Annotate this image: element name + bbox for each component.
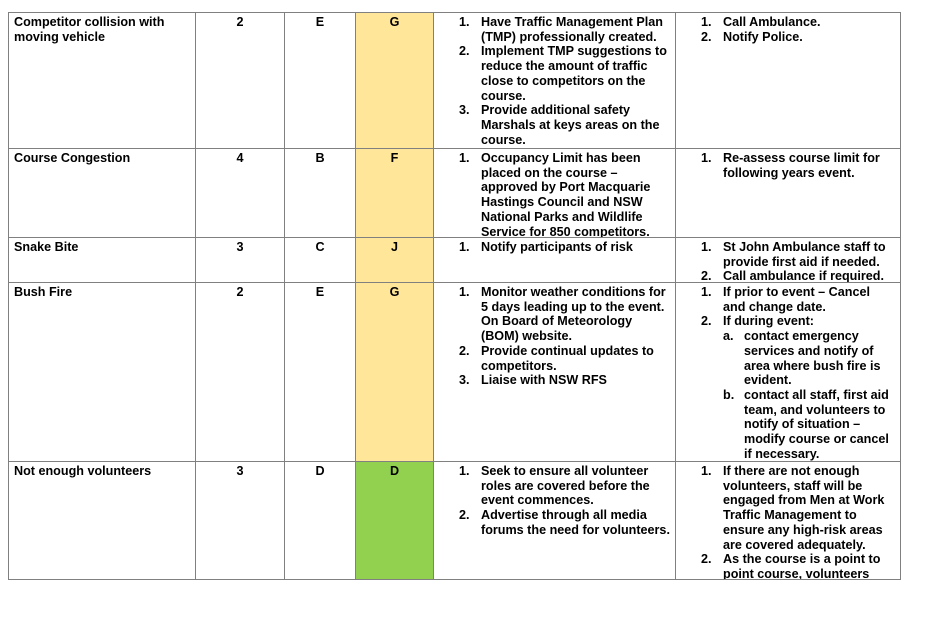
risk-rating-cell: D bbox=[355, 461, 434, 580]
list-item: 2. Advertise through all media forums the… bbox=[439, 508, 670, 537]
likelihood-cell: 3 bbox=[195, 461, 285, 580]
list-item: 1. Monitor weather conditions for 5 days … bbox=[439, 285, 670, 344]
list-text: contact emergency services and notify of… bbox=[744, 329, 881, 388]
list-item: 1. Occupancy Limit has been placed on the… bbox=[439, 151, 670, 237]
list-text: Notify Police. bbox=[723, 29, 803, 44]
controls-cell: 1. Have Traffic Management Plan (TMP) pro… bbox=[433, 12, 676, 149]
hazard-cell: Bush Fire bbox=[8, 282, 196, 462]
risk-rating-cell: G bbox=[355, 12, 434, 149]
list-number: 2. bbox=[459, 343, 470, 358]
list-number: 2. bbox=[701, 314, 712, 329]
list-text: Re-assess course limit for following yea… bbox=[723, 151, 880, 180]
list-text: Have Traffic Management Plan (TMP) profe… bbox=[481, 15, 663, 44]
controls-cell: 1. Occupancy Limit has been placed on the… bbox=[433, 148, 676, 238]
risk-rating-cell: G bbox=[355, 282, 434, 462]
list-text: Implement TMP suggestions to reduce the … bbox=[481, 44, 667, 103]
list-text: Call ambulance if required. bbox=[723, 269, 884, 282]
list-text: Provide continual updates to competitors… bbox=[481, 343, 654, 373]
list-item: 1. Notify participants of risk bbox=[439, 240, 670, 255]
risk-rating-cell: F bbox=[355, 148, 434, 238]
list-number: 1. bbox=[701, 285, 712, 299]
response-cell: 1. If there are not enough volunteers, st… bbox=[675, 461, 901, 580]
list-text: Occupancy Limit has been placed on the c… bbox=[481, 151, 651, 237]
table-row: Bush Fire 2 E G 1. Monitor weather conditions… bbox=[8, 282, 901, 462]
list-text: Advertise through all media forums the n… bbox=[481, 508, 670, 537]
list-item: 1. Call Ambulance. bbox=[681, 15, 895, 30]
consequence-cell: D bbox=[284, 461, 356, 580]
list-number: 1. bbox=[701, 15, 712, 29]
likelihood-cell: 3 bbox=[195, 237, 285, 283]
table-row: Not enough volunteers 3 D D 1. Seek to ensure… bbox=[8, 461, 901, 580]
list-number: 1. bbox=[459, 464, 470, 478]
list-text: Notify participants of risk bbox=[481, 240, 633, 254]
list-text: Liaise with NSW RFS bbox=[481, 373, 607, 388]
list-text: If there are not enough volunteers, staf… bbox=[723, 464, 885, 552]
controls-cell: 1. Notify participants of risk bbox=[433, 237, 676, 283]
table-row: Snake Bite 3 C J 1. Notify participants of ri… bbox=[8, 237, 901, 283]
list-item: 2. Notify Police. bbox=[681, 30, 895, 45]
list-number: 2. bbox=[701, 269, 712, 282]
list-item: 1. Seek to ensure all volunteer roles are… bbox=[439, 464, 670, 508]
hazard-cell: Snake Bite bbox=[8, 237, 196, 283]
list-item: 2. Provide continual updates to competito… bbox=[439, 344, 670, 373]
list-number: 2. bbox=[701, 29, 712, 44]
list-item: 1. Have Traffic Management Plan (TMP) pro… bbox=[439, 15, 670, 44]
hazard-cell: Course Congestion bbox=[8, 148, 196, 238]
list-number: 1. bbox=[701, 464, 712, 478]
list-text: As the course is a point to point course… bbox=[723, 552, 881, 579]
list-item: 1. St John Ambulance staff to provide fir… bbox=[681, 240, 895, 269]
list-text: If during event: bbox=[723, 314, 814, 329]
list-number: 1. bbox=[459, 285, 470, 299]
consequence-cell: C bbox=[284, 237, 356, 283]
response-cell: 1. If prior to event – Cancel and change … bbox=[675, 282, 901, 462]
list-number: 1. bbox=[459, 151, 470, 165]
sub-list-item: b. contact all staff, first aid team, and… bbox=[681, 388, 895, 461]
list-number: 3. bbox=[459, 373, 470, 388]
list-number: 1. bbox=[459, 240, 470, 254]
list-letter: b. bbox=[723, 387, 735, 402]
likelihood-cell: 2 bbox=[195, 12, 285, 149]
table-row: Competitor collision with moving vehicle… bbox=[8, 12, 901, 149]
list-text: Call Ambulance. bbox=[723, 15, 821, 29]
response-cell: 1. Call Ambulance. 2. Notify Police. bbox=[675, 12, 901, 149]
likelihood-cell: 2 bbox=[195, 282, 285, 462]
consequence-cell: E bbox=[284, 12, 356, 149]
list-text: If prior to event – Cancel and change da… bbox=[723, 285, 870, 314]
list-text: contact all staff, first aid team, and v… bbox=[744, 387, 889, 461]
hazard-cell: Not enough volunteers bbox=[8, 461, 196, 580]
list-number: 3. bbox=[459, 103, 470, 118]
list-text: Seek to ensure all volunteer roles are c… bbox=[481, 464, 650, 508]
consequence-cell: E bbox=[284, 282, 356, 462]
list-number: 1. bbox=[701, 240, 712, 254]
list-text: St John Ambulance staff to provide first… bbox=[723, 240, 886, 269]
list-item: 2. As the course is a point to point cour… bbox=[681, 552, 895, 579]
list-text: Monitor weather conditions for 5 days le… bbox=[481, 285, 666, 344]
list-item: 2. If during event: bbox=[681, 314, 895, 329]
list-item: 3. Liaise with NSW RFS bbox=[439, 373, 670, 388]
risk-rating-cell: J bbox=[355, 237, 434, 283]
list-item: 1. Re-assess course limit for following y… bbox=[681, 151, 895, 180]
list-text: Provide additional safety Marshals at ke… bbox=[481, 103, 660, 147]
list-item: 1. If prior to event – Cancel and change … bbox=[681, 285, 895, 314]
list-number: 1. bbox=[459, 15, 470, 29]
list-number: 2. bbox=[701, 552, 712, 567]
list-number: 2. bbox=[459, 44, 470, 59]
list-item: 1. If there are not enough volunteers, st… bbox=[681, 464, 895, 552]
hazard-cell: Competitor collision with moving vehicle bbox=[8, 12, 196, 149]
list-letter: a. bbox=[723, 329, 734, 344]
list-item: 2. Call ambulance if required. bbox=[681, 269, 895, 282]
controls-cell: 1. Seek to ensure all volunteer roles are… bbox=[433, 461, 676, 580]
consequence-cell: B bbox=[284, 148, 356, 238]
likelihood-cell: 4 bbox=[195, 148, 285, 238]
list-item: 3. Provide additional safety Marshals at … bbox=[439, 103, 670, 147]
list-item: 2. Implement TMP suggestions to reduce th… bbox=[439, 44, 670, 103]
sub-list-item: a. contact emergency services and notify … bbox=[681, 329, 895, 388]
table-row: Course Congestion 4 B F 1. Occupancy Limit ha… bbox=[8, 148, 901, 238]
list-number: 2. bbox=[459, 508, 470, 523]
risk-table: Competitor collision with moving vehicle… bbox=[8, 12, 901, 580]
controls-cell: 1. Monitor weather conditions for 5 days … bbox=[433, 282, 676, 462]
list-number: 1. bbox=[701, 151, 712, 165]
response-cell: 1. St John Ambulance staff to provide fir… bbox=[675, 237, 901, 283]
response-cell: 1. Re-assess course limit for following y… bbox=[675, 148, 901, 238]
